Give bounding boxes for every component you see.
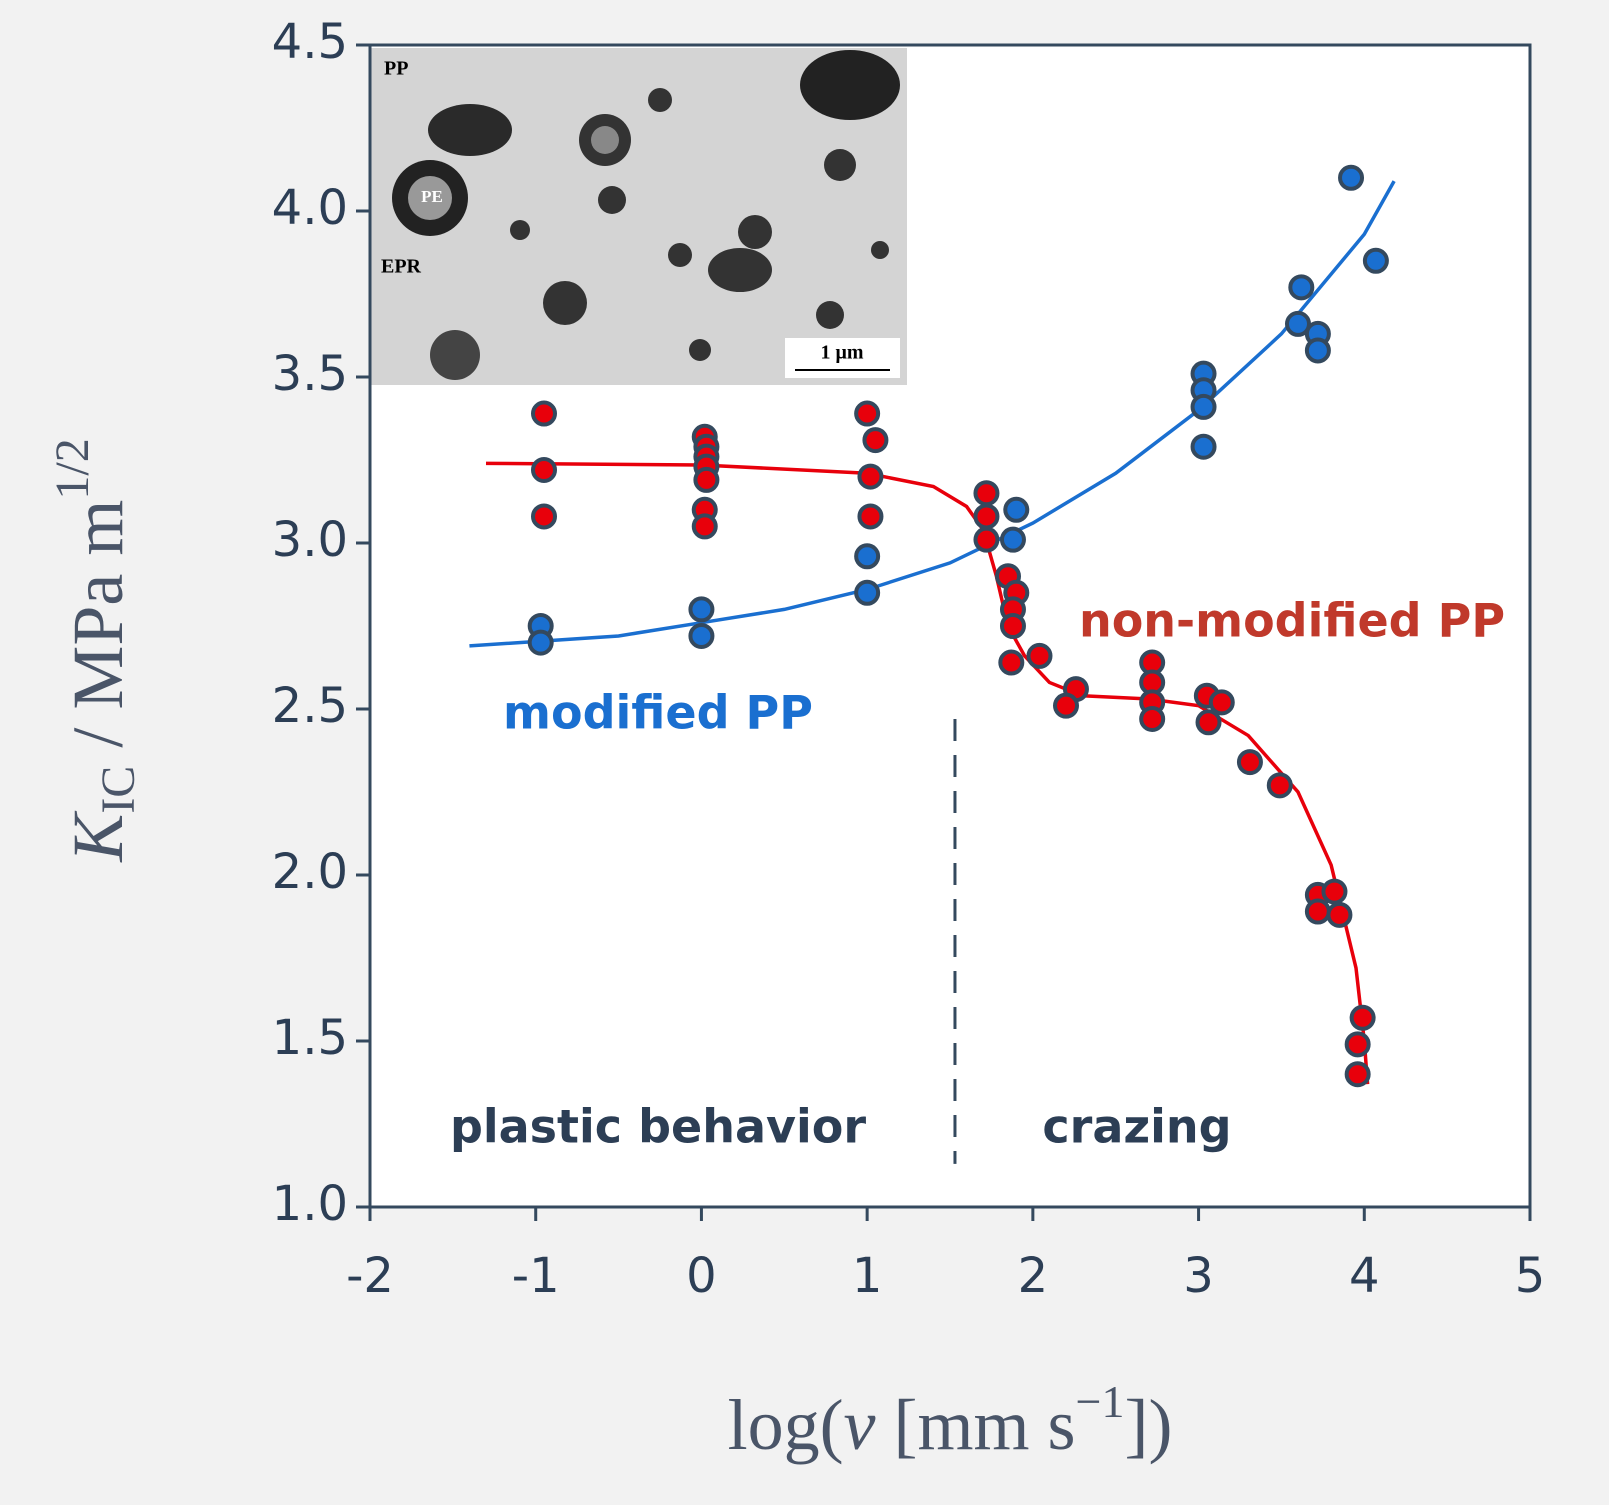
data-point [533, 505, 555, 527]
inset-micrograph: PP PE EPR 1 μm [371, 48, 907, 385]
data-point [690, 625, 712, 647]
data-point [856, 582, 878, 604]
blob [428, 104, 512, 156]
blob [708, 248, 772, 292]
data-point [975, 529, 997, 551]
data-point [856, 545, 878, 567]
blob [543, 281, 587, 325]
x-axis-label: log(v [mm s−1]) [728, 1376, 1173, 1465]
data-point [690, 598, 712, 620]
data-point [533, 459, 555, 481]
data-point [1239, 751, 1261, 773]
data-point [1352, 1007, 1374, 1029]
chart: PP PE EPR 1 μm plastic behavior crazing … [0, 0, 1609, 1505]
blob [510, 220, 530, 240]
blob [648, 88, 672, 112]
data-point [1365, 250, 1387, 272]
series-label: modified PP [503, 686, 813, 740]
blob [689, 339, 711, 361]
x-tick-label: -2 [346, 1248, 394, 1304]
data-point [1193, 436, 1215, 458]
region-label: plastic behavior [450, 1100, 866, 1154]
data-point [1028, 645, 1050, 667]
y-tick-label: 1.5 [272, 1010, 348, 1066]
data-point [1290, 276, 1312, 298]
inset-label: EPR [381, 256, 422, 278]
y-tick-label: 4.5 [272, 14, 348, 70]
y-label-part: / MPa m [58, 500, 138, 766]
y-axis-label: KIC / MPa m1/2 [46, 438, 145, 862]
blob [816, 301, 844, 329]
data-point [1000, 652, 1022, 674]
blob [430, 330, 480, 380]
data-point [975, 505, 997, 527]
data-point [1323, 881, 1345, 903]
x-tick-label: 2 [1018, 1248, 1049, 1304]
data-point [1347, 1063, 1369, 1085]
x-tick-label: 4 [1349, 1248, 1380, 1304]
data-point [1193, 396, 1215, 418]
blob [800, 50, 900, 120]
x-label-part: v [844, 1385, 876, 1465]
data-point [856, 403, 878, 425]
data-point [694, 515, 716, 537]
data-point [530, 632, 552, 654]
y-label-part: K [58, 810, 138, 863]
data-point [1307, 339, 1329, 361]
data-point [1211, 691, 1233, 713]
inset-label: 1 μm [821, 342, 864, 364]
data-point [1328, 904, 1350, 926]
inset-label: PP [384, 58, 408, 80]
y-tick-label: 4.0 [272, 180, 348, 236]
y-tick-label: 3.0 [272, 512, 348, 568]
blob [824, 149, 856, 181]
x-tick-label: 0 [686, 1248, 717, 1304]
data-point [1269, 774, 1291, 796]
y-tick-label: 2.5 [272, 678, 348, 734]
x-label-part: [mm s [876, 1385, 1076, 1465]
data-point [859, 466, 881, 488]
blob [591, 126, 619, 154]
y-tick-label: 3.5 [272, 346, 348, 402]
page: PP PE EPR 1 μm plastic behavior crazing … [0, 0, 1609, 1505]
blob [871, 241, 889, 259]
x-label-part: ]) [1124, 1385, 1172, 1465]
x-label-part: log( [728, 1385, 844, 1465]
data-point [864, 429, 886, 451]
data-point [1340, 167, 1362, 189]
data-point [695, 469, 717, 491]
x-tick-label: -1 [512, 1248, 560, 1304]
x-tick-label: 1 [852, 1248, 883, 1304]
data-point [975, 482, 997, 504]
data-point [1055, 695, 1077, 717]
y-tick-label: 2.0 [272, 844, 348, 900]
y-label-part: IC [92, 766, 145, 814]
series-label: non-modified PP [1079, 594, 1505, 648]
data-point [1307, 901, 1329, 923]
data-point [1002, 615, 1024, 637]
data-point [1005, 499, 1027, 521]
data-point [1141, 708, 1163, 730]
y-tick-label: 1.0 [272, 1176, 348, 1232]
x-label-part: −1 [1076, 1376, 1125, 1427]
region-label: crazing [1042, 1100, 1231, 1154]
x-tick-label: 5 [1515, 1248, 1546, 1304]
data-point [1002, 529, 1024, 551]
data-point [1347, 1033, 1369, 1055]
inset-label: PE [421, 187, 443, 206]
data-point [859, 505, 881, 527]
blob [598, 186, 626, 214]
data-point [533, 403, 555, 425]
data-point [1198, 711, 1220, 733]
x-tick-label: 3 [1183, 1248, 1214, 1304]
y-label-part: 1/2 [46, 438, 99, 499]
blob [738, 215, 772, 249]
blob [668, 243, 692, 267]
